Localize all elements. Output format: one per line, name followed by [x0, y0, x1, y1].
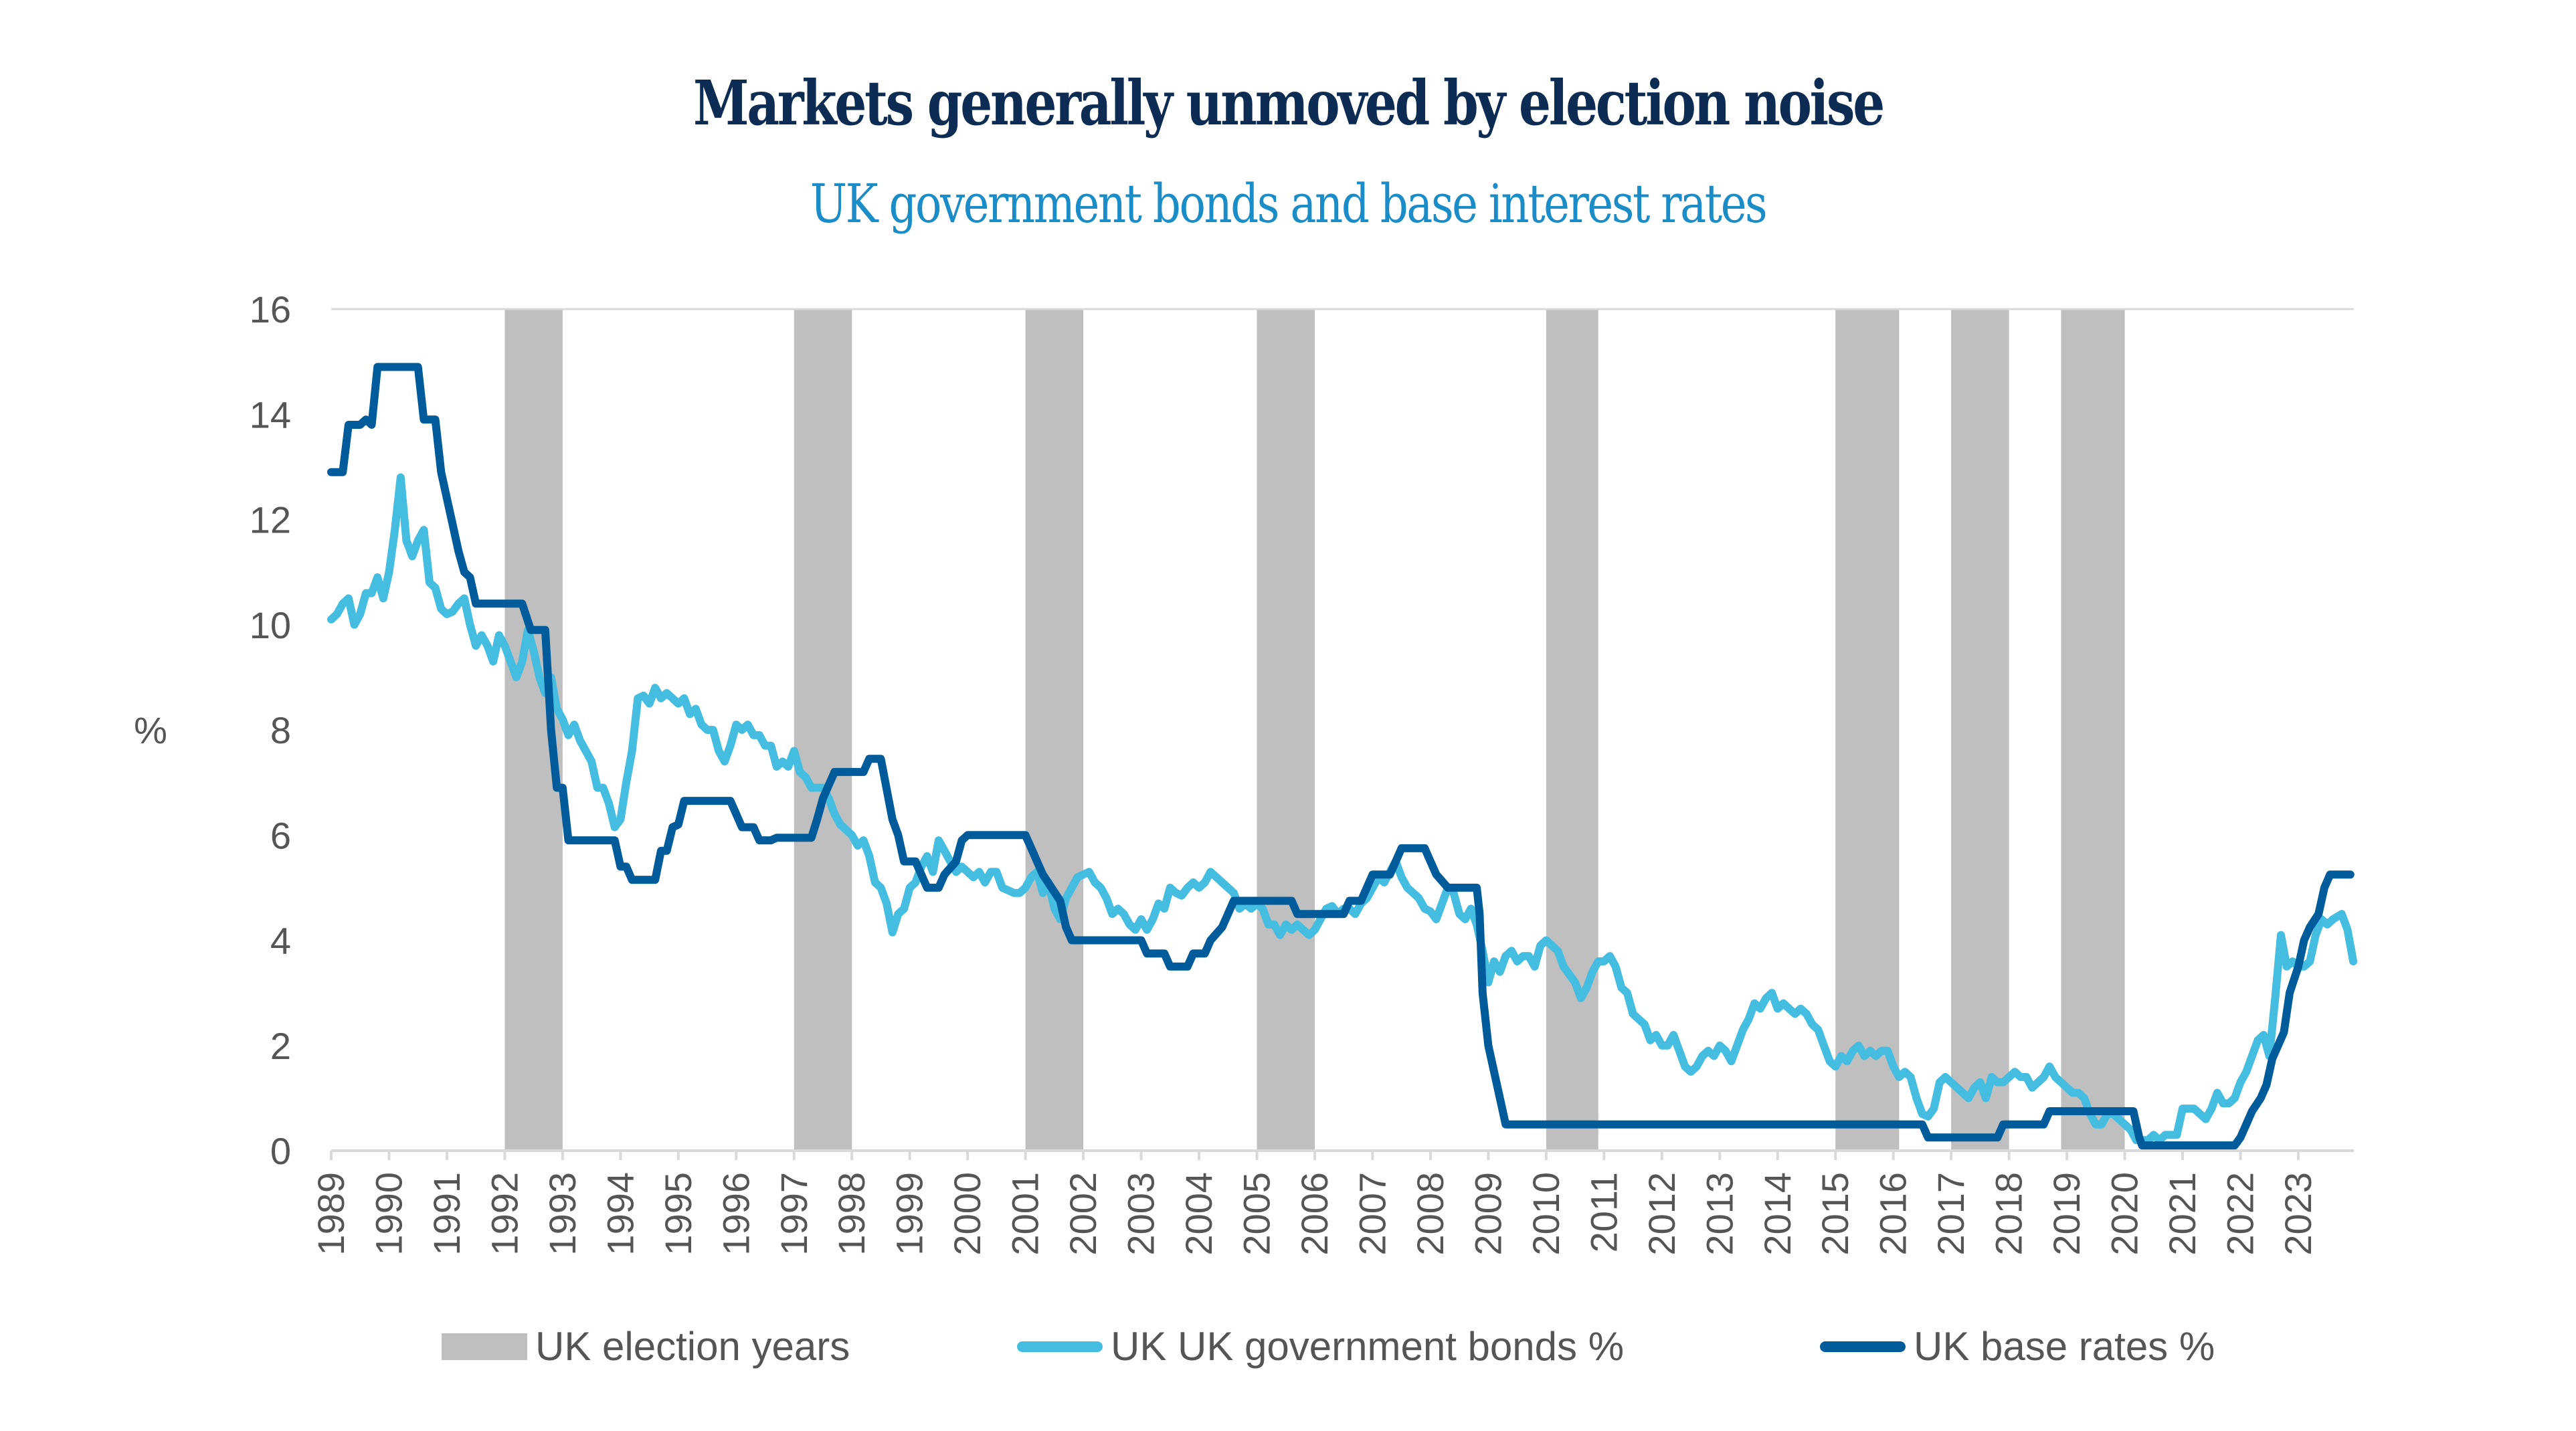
y-tick-label: 12 [250, 499, 291, 541]
legend-label-base-rates: UK base rates % [1914, 1324, 2215, 1369]
y-tick-label: 0 [270, 1130, 291, 1172]
election-band [1257, 309, 1315, 1151]
x-tick-label: 1999 [889, 1172, 931, 1256]
election-band [1025, 309, 1084, 1151]
legend-label-government-bonds: UK UK government bonds % [1111, 1324, 1625, 1369]
chart-title: Markets generally unmoved by election no… [693, 67, 1885, 139]
x-tick-label: 2022 [2219, 1172, 2262, 1256]
x-tick-label: 2010 [1525, 1172, 1567, 1256]
legend-swatch-election-years [442, 1333, 527, 1360]
x-tick-label: 2011 [1582, 1172, 1625, 1252]
y-tick-label: 10 [250, 604, 291, 646]
x-tick-label: 2016 [1872, 1172, 1914, 1256]
y-tick-label: 4 [270, 920, 291, 962]
x-tick-label: 1995 [657, 1172, 699, 1256]
x-tick-label: 2013 [1698, 1172, 1740, 1256]
x-tick-label: 1992 [483, 1172, 525, 1256]
x-tick-label: 1990 [367, 1172, 409, 1256]
y-tick-label: 8 [270, 709, 291, 751]
x-tick-label: 2001 [1004, 1172, 1046, 1256]
x-tick-label: 2004 [1178, 1172, 1220, 1256]
x-tick-label: 2005 [1236, 1172, 1278, 1256]
base-rates-line [327, 363, 2355, 1150]
y-tick-label: 16 [250, 288, 291, 330]
x-tick-label: 1996 [715, 1172, 757, 1256]
x-tick-label: 2023 [2277, 1172, 2319, 1256]
x-tick-label: 2021 [2161, 1172, 2203, 1256]
x-tick-label: 2007 [1351, 1172, 1393, 1256]
x-tick-label: 2006 [1293, 1172, 1336, 1256]
election-bands [504, 309, 2125, 1151]
election-band [2061, 309, 2125, 1151]
legend-swatch-base-rates [1820, 1341, 1906, 1352]
legend-swatch-government-bonds [1017, 1341, 1103, 1352]
x-tick-label: 2017 [1930, 1172, 1972, 1256]
election-band [1546, 309, 1598, 1151]
election-band [1951, 309, 2009, 1151]
legend-item-government-bonds: UK UK government bonds % [1017, 1323, 1624, 1369]
x-tick-label: 2008 [1409, 1172, 1451, 1256]
x-tick-label: 2000 [946, 1172, 988, 1256]
x-tick-label: 2009 [1467, 1172, 1509, 1256]
legend-label-election-years: UK election years [535, 1324, 850, 1369]
x-tick-label: 2019 [2045, 1172, 2088, 1256]
election-band [1835, 309, 1900, 1151]
x-tick-label: 1994 [599, 1172, 641, 1256]
election-band [794, 309, 852, 1151]
chart-subtitle: UK government bonds and base interest ra… [810, 173, 1768, 235]
x-tick-label: 1991 [426, 1172, 468, 1256]
x-tick-label: 2018 [1988, 1172, 2030, 1256]
x-tick-label: 1993 [541, 1172, 583, 1256]
x-tick-label: 2012 [1641, 1172, 1683, 1256]
x-tick-label: 2014 [1756, 1172, 1799, 1256]
y-tick-label: 2 [270, 1025, 291, 1067]
y-tick-label: 6 [270, 814, 291, 856]
x-axis: 1989 1990 1991 1992 1993 1994 1995 1996 1997 1998… [310, 1149, 2354, 1256]
y-tick-label: 14 [250, 393, 291, 436]
y-axis-title: % [134, 709, 167, 751]
x-tick-label: 2015 [1814, 1172, 1856, 1256]
government-bonds-line [327, 473, 2358, 1145]
legend-item-base-rates: UK base rates % [1820, 1323, 2215, 1369]
x-tick-label: 1998 [830, 1172, 872, 1256]
x-tick-label: 1997 [773, 1172, 815, 1256]
x-tick-label: 2003 [1120, 1172, 1162, 1256]
x-tick-label: 2002 [1062, 1172, 1104, 1256]
x-tick-label: 1989 [310, 1172, 352, 1256]
legend-item-election-years: UK election years [442, 1323, 850, 1369]
y-axis: 0 2 4 6 8 10 12 14 16 [250, 288, 291, 1172]
series-lines [327, 363, 2358, 1150]
x-tick-label: 2020 [2104, 1172, 2146, 1256]
